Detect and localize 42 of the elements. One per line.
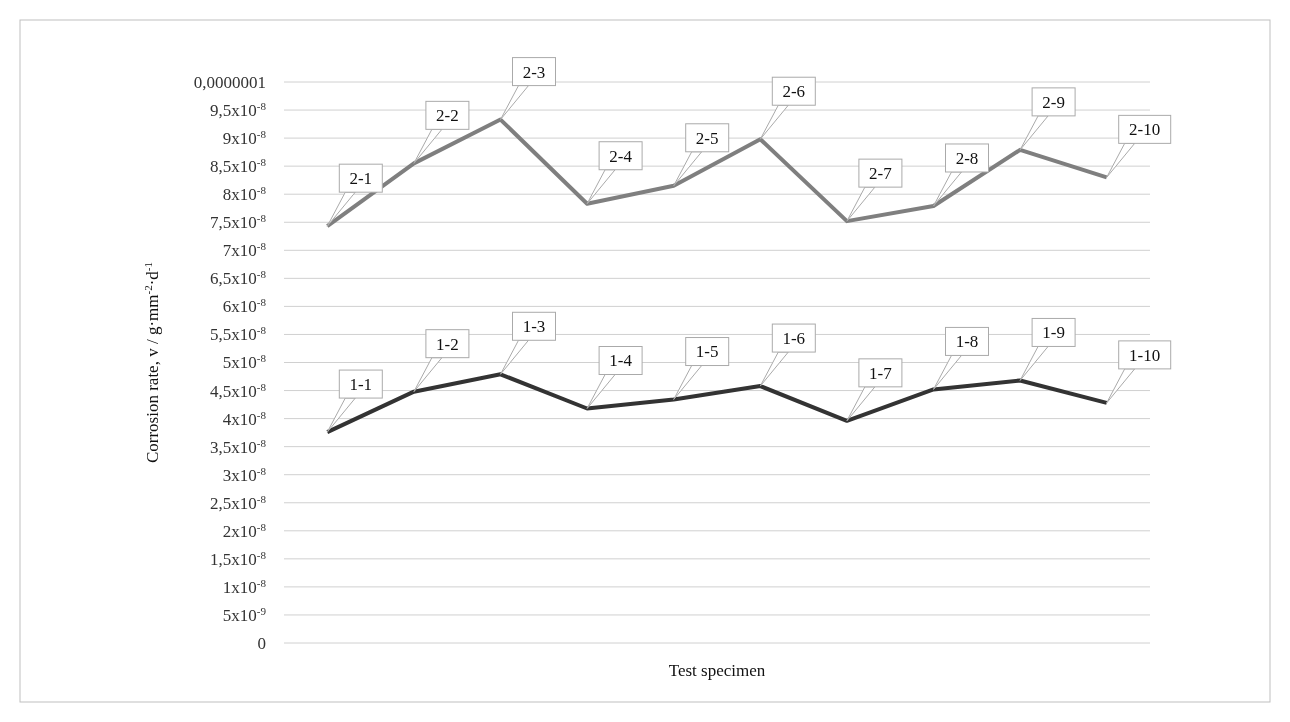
data-label: 1-6	[782, 329, 806, 349]
data-label: 1-7	[869, 363, 893, 383]
y-tick-label: 6,5x10$^{-8}$	[210, 268, 267, 289]
data-label: 2-3	[522, 62, 546, 82]
data-label: 2-2	[436, 106, 459, 126]
data-label: 2-4	[609, 146, 633, 166]
y-tick-label: 8x10$^{-8}$	[222, 184, 267, 205]
y-tick-label: 9,5x10$^{-8}$	[210, 100, 267, 120]
data-label: 2-5	[695, 128, 719, 148]
y-tick-label: 9x10$^{-8}$	[222, 128, 267, 149]
x-axis-title: Test specimen	[668, 661, 766, 680]
y-tick-label: 0	[257, 633, 266, 653]
data-label: 2-10	[1129, 120, 1161, 140]
y-tick-label: 1x10$^{-8}$	[222, 576, 267, 597]
data-label: 1-4	[609, 351, 633, 371]
y-tick-label: 1,5x10$^{-8}$	[210, 548, 267, 569]
y-tick-label: 2,5x10$^{-8}$	[210, 492, 267, 513]
data-label: 1-8	[955, 332, 979, 352]
y-tick-label: 4,5x10$^{-8}$	[210, 380, 267, 401]
data-label: 2-1	[349, 169, 373, 189]
data-label: 2-8	[955, 148, 979, 168]
y-tick-label: 2x10$^{-8}$	[222, 520, 267, 541]
data-label: 1-9	[1042, 323, 1065, 343]
data-label: 2-6	[782, 82, 806, 102]
y-tick-label: 5x10$^{-8}$	[222, 352, 267, 373]
y-tick-label: 7,5x10$^{-8}$	[210, 212, 267, 233]
y-tick-label: 5x10$^{-9}$	[222, 604, 267, 625]
data-label: 1-5	[695, 342, 719, 362]
y-tick-label: 4x10$^{-8}$	[222, 408, 267, 429]
y-tick-label: 5,5x10$^{-8}$	[210, 324, 267, 345]
data-label: 1-1	[349, 375, 373, 395]
data-label: 2-7	[869, 164, 893, 184]
data-label: 1-3	[522, 317, 546, 337]
data-label: 1-2	[436, 334, 459, 354]
y-tick-label: 0,0000001	[193, 72, 266, 92]
y-tick-label: 6x10$^{-8}$	[222, 296, 267, 317]
data-label: 2-9	[1042, 92, 1065, 112]
y-tick-label: 7x10$^{-8}$	[222, 240, 267, 261]
y-tick-label: 3,5x10$^{-8}$	[210, 436, 267, 457]
data-label: 1-10	[1129, 345, 1161, 365]
y-tick-label: 8,5x10$^{-8}$	[210, 156, 267, 177]
y-tick-label: 3x10$^{-8}$	[222, 464, 267, 485]
